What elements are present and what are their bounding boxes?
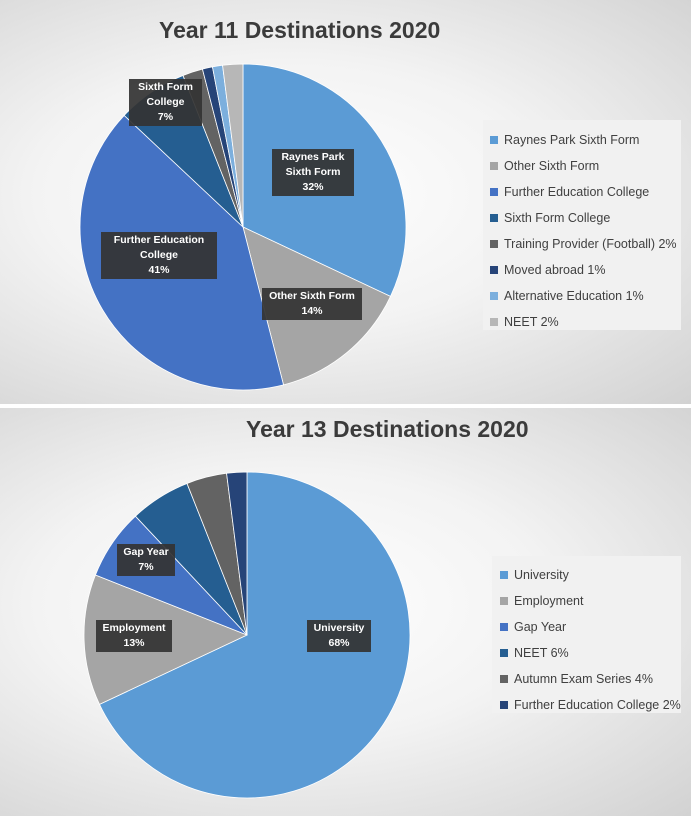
chart-title: Year 11 Destinations 2020 xyxy=(159,17,441,43)
data-label-sixth-form-college: Sixth Form College 7% xyxy=(129,79,202,126)
legend-label: Employment xyxy=(514,594,584,608)
data-label-value: 7% xyxy=(138,561,154,573)
legend-label: Gap Year xyxy=(514,620,567,634)
chart-title: Year 13 Destinations 2020 xyxy=(246,416,529,442)
legend-swatch xyxy=(500,597,508,605)
legend-item: Further Education College xyxy=(483,179,681,205)
legend-year-11: Raynes Park Sixth Form Other Sixth Form … xyxy=(483,120,681,330)
data-label-line: College xyxy=(146,96,185,108)
chart-panel-year-11: Year 11 Destinations 2020 Raynes Park Si… xyxy=(0,0,691,404)
legend-item: University xyxy=(492,562,681,588)
chart-panel-year-13: Year 13 Destinations 2020 University Emp… xyxy=(0,408,691,816)
legend-item: NEET 6% xyxy=(492,640,681,666)
data-label-line: Sixth Form xyxy=(285,166,341,178)
legend-item: Alternative Education 1% xyxy=(483,283,681,309)
data-label-value: 68% xyxy=(328,637,350,649)
legend-item: Raynes Park Sixth Form xyxy=(483,127,681,153)
data-label-line: University xyxy=(313,622,365,634)
legend-item: Gap Year xyxy=(492,614,681,640)
legend-item: Moved abroad 1% xyxy=(483,257,681,283)
legend-swatch xyxy=(490,266,498,274)
legend-label: Autumn Exam Series 4% xyxy=(514,672,653,686)
data-label-line: Other Sixth Form xyxy=(269,290,355,302)
legend-swatch xyxy=(500,623,508,631)
legend-item: Autumn Exam Series 4% xyxy=(492,666,681,692)
legend-item: Employment xyxy=(492,588,681,614)
legend-swatch xyxy=(490,318,498,326)
legend-swatch xyxy=(500,571,508,579)
data-label-gap-year: Gap Year 7% xyxy=(117,544,175,576)
data-label-value: 41% xyxy=(148,264,170,276)
legend-swatch xyxy=(490,240,498,248)
data-label-value: 14% xyxy=(301,305,323,317)
legend-item: Other Sixth Form xyxy=(483,153,681,179)
data-label-line: Employment xyxy=(102,622,166,634)
legend-swatch xyxy=(500,649,508,657)
legend-swatch xyxy=(500,675,508,683)
legend-item: Sixth Form College xyxy=(483,205,681,231)
data-label-line: Sixth Form xyxy=(138,81,193,93)
data-label-value: 13% xyxy=(123,637,145,649)
legend-swatch xyxy=(490,292,498,300)
legend-label: NEET 6% xyxy=(514,646,569,660)
legend-item: Training Provider (Football) 2% xyxy=(483,231,681,257)
legend-label: Further Education College xyxy=(504,185,650,199)
legend-label: Further Education College 2% xyxy=(514,698,681,712)
legend-label: Training Provider (Football) 2% xyxy=(504,237,677,251)
legend-label: University xyxy=(514,568,569,582)
data-label-raynes-park-sixth-form: Raynes Park Sixth Form 32% xyxy=(272,149,354,196)
legend-swatch xyxy=(490,136,498,144)
pie-slice-further-education-college-2 xyxy=(226,471,248,636)
legend-swatch xyxy=(490,188,498,196)
legend-label: Other Sixth Form xyxy=(504,159,600,173)
data-label-line: Raynes Park xyxy=(281,151,345,163)
data-label-value: 32% xyxy=(302,181,324,193)
legend-label: NEET 2% xyxy=(504,315,559,329)
legend-label: Moved abroad 1% xyxy=(504,263,606,277)
legend-year-13: University Employment Gap Year NEET 6% A… xyxy=(492,556,681,713)
legend-swatch xyxy=(500,701,508,709)
legend-item: Further Education College 2% xyxy=(492,692,681,718)
data-label-line: Gap Year xyxy=(123,546,169,558)
data-label-value: 7% xyxy=(157,111,174,123)
pie-slice-university xyxy=(98,471,411,799)
data-label-further-education-college: Further Education College 41% xyxy=(101,232,217,279)
data-label-employment: Employment 13% xyxy=(96,620,172,652)
legend-item: NEET 2% xyxy=(483,309,681,335)
legend-label: Sixth Form College xyxy=(504,211,611,225)
legend-label: Alternative Education 1% xyxy=(504,289,644,303)
legend-swatch xyxy=(490,214,498,222)
legend-swatch xyxy=(490,162,498,170)
data-label-line: College xyxy=(140,249,178,261)
legend-label: Raynes Park Sixth Form xyxy=(504,133,640,147)
pie-slice-neet-2 xyxy=(222,63,244,228)
data-label-other-sixth-form: Other Sixth Form 14% xyxy=(262,288,362,320)
data-label-university: University 68% xyxy=(307,620,371,652)
data-label-line: Further Education xyxy=(113,234,205,246)
